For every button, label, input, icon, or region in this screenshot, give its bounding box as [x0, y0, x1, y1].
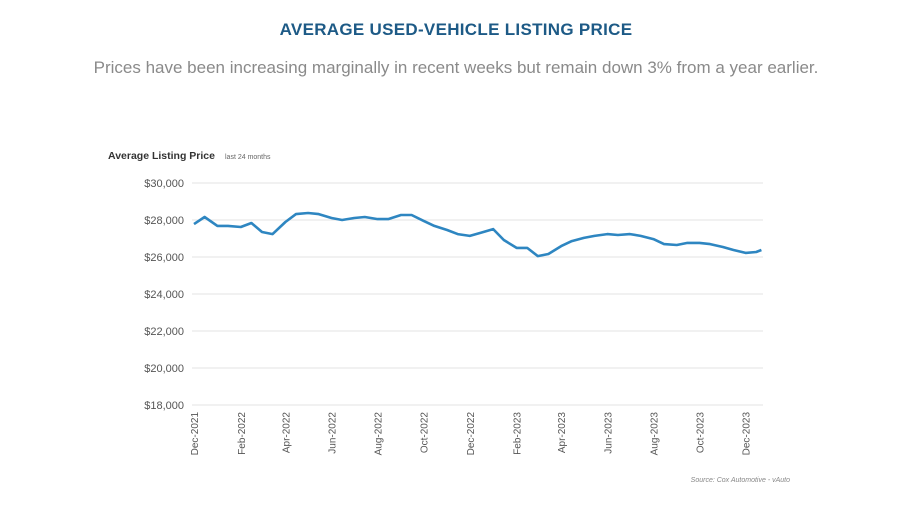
x-tick-label: Feb-2023: [513, 412, 524, 455]
y-tick-label: $18,000: [144, 400, 184, 412]
x-tick-label: Dec-2022: [466, 412, 477, 456]
x-tick-label: Aug-2022: [374, 412, 385, 456]
x-tick-label: Dec-2023: [742, 412, 753, 456]
x-tick-label: Apr-2023: [557, 412, 568, 454]
price-series-line: [193, 211, 762, 258]
y-tick-label: $28,000: [144, 215, 184, 227]
x-tick-label: Jun-2022: [328, 412, 339, 454]
y-tick-label: $20,000: [144, 363, 184, 375]
x-tick-label: Dec-2021: [190, 412, 201, 456]
x-tick-label: Feb-2022: [237, 412, 248, 455]
chart-title-note: last 24 months: [225, 154, 271, 161]
y-tick-label: $26,000: [144, 252, 184, 264]
y-tick-label: $24,000: [144, 289, 184, 301]
y-tick-label: $30,000: [144, 178, 184, 190]
source-note: Source: Cox Automotive - vAuto: [691, 477, 790, 484]
x-tick-label: Apr-2022: [281, 412, 292, 454]
x-tick-label: Oct-2022: [420, 412, 431, 454]
chart-title: Average Listing Price: [108, 150, 215, 162]
page-subtitle: Prices have been increasing marginally i…: [93, 58, 819, 77]
x-tick-label: Oct-2023: [695, 412, 706, 454]
y-tick-label: $22,000: [144, 326, 184, 338]
page-title: AVERAGE USED-VEHICLE LISTING PRICE: [279, 20, 633, 39]
x-tick-label: Jun-2023: [603, 412, 614, 454]
x-tick-label: Aug-2023: [649, 412, 660, 456]
